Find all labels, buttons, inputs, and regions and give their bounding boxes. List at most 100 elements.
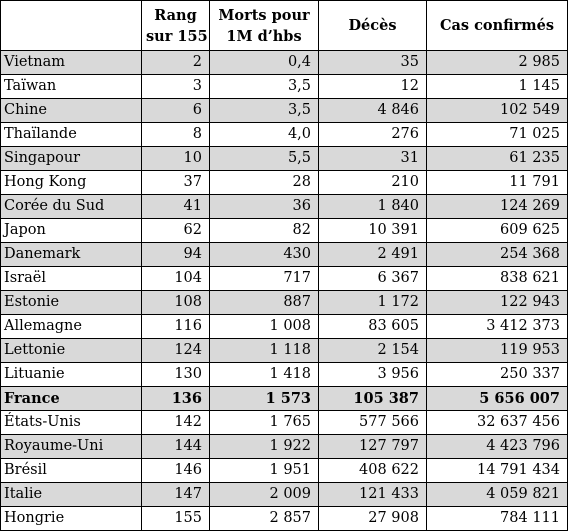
cell-deaths: 10 391 [318, 218, 427, 243]
cell-deaths-per-million: 3,5 [209, 98, 319, 123]
table-row: Lettonie 124 1 118 2 154 119 953 [0, 338, 568, 363]
cell-country: États-Unis [0, 410, 142, 435]
cell-rank: 116 [141, 314, 210, 339]
cell-rank: 142 [141, 410, 210, 435]
cell-country: Danemark [0, 242, 142, 267]
cell-cases: 3 412 373 [426, 314, 568, 339]
cell-country: Lituanie [0, 362, 142, 387]
cell-country: Japon [0, 218, 142, 243]
table-row: États-Unis 142 1 765 577 566 32 637 456 [0, 410, 568, 435]
table-row: Taïwan 3 3,5 12 1 145 [0, 74, 568, 99]
cell-cases: 838 621 [426, 266, 568, 291]
cell-deaths: 83 605 [318, 314, 427, 339]
cell-cases: 254 368 [426, 242, 568, 267]
cell-country: Vietnam [0, 50, 142, 75]
table-row: Thaïlande 8 4,0 276 71 025 [0, 122, 568, 147]
cell-rank: 146 [141, 458, 210, 483]
header-deaths-per-million-line1: Morts pour [218, 6, 310, 24]
cell-deaths: 105 387 [318, 386, 427, 411]
table-body: Vietnam 2 0,4 35 2 985 Taïwan 3 3,5 12 1 145 Chine… [0, 50, 568, 531]
cell-cases: 250 337 [426, 362, 568, 387]
table-row: Singapour 10 5,5 31 61 235 [0, 146, 568, 171]
table-row: Hong Kong 37 28 210 11 791 [0, 170, 568, 195]
header-cases: Cas confirmés [426, 0, 568, 51]
cell-country: Royaume-Uni [0, 434, 142, 459]
cell-cases: 5 656 007 [426, 386, 568, 411]
table-row: Allemagne 116 1 008 83 605 3 412 373 [0, 314, 568, 339]
table-row: Italie 147 2 009 121 433 4 059 821 [0, 482, 568, 507]
table-row: France 136 1 573 105 387 5 656 007 [0, 386, 568, 411]
table-row: Lituanie 130 1 418 3 956 250 337 [0, 362, 568, 387]
cell-cases: 14 791 434 [426, 458, 568, 483]
cell-deaths: 577 566 [318, 410, 427, 435]
header-country [0, 0, 142, 51]
cell-deaths: 12 [318, 74, 427, 99]
cell-deaths-per-million: 28 [209, 170, 319, 195]
table-row: Hongrie 155 2 857 27 908 784 111 [0, 506, 568, 531]
cell-deaths: 1 172 [318, 290, 427, 315]
cell-deaths-per-million: 1 118 [209, 338, 319, 363]
header-deaths: Décès [318, 0, 427, 51]
cell-rank: 147 [141, 482, 210, 507]
header-row: Rang sur 155 Morts pour 1M d’hbs Décès C… [0, 0, 568, 51]
cell-deaths: 210 [318, 170, 427, 195]
cell-country: Corée du Sud [0, 194, 142, 219]
header-rank-line1: Rang [154, 6, 197, 24]
cell-rank: 2 [141, 50, 210, 75]
cell-deaths-per-million: 3,5 [209, 74, 319, 99]
cell-cases: 122 943 [426, 290, 568, 315]
cell-country: Israël [0, 266, 142, 291]
cell-rank: 94 [141, 242, 210, 267]
table-header: Rang sur 155 Morts pour 1M d’hbs Décès C… [0, 0, 568, 51]
cell-country: France [0, 386, 142, 411]
table-row: Royaume-Uni 144 1 922 127 797 4 423 796 [0, 434, 568, 459]
cell-deaths-per-million: 1 008 [209, 314, 319, 339]
cell-deaths: 35 [318, 50, 427, 75]
cell-country: Lettonie [0, 338, 142, 363]
cell-deaths-per-million: 2 009 [209, 482, 319, 507]
cell-deaths: 1 840 [318, 194, 427, 219]
table-row: Danemark 94 430 2 491 254 368 [0, 242, 568, 267]
header-rank: Rang sur 155 [141, 0, 210, 51]
cell-rank: 41 [141, 194, 210, 219]
table-row: Japon 62 82 10 391 609 625 [0, 218, 568, 243]
cell-deaths: 2 154 [318, 338, 427, 363]
cell-deaths: 121 433 [318, 482, 427, 507]
cell-deaths-per-million: 82 [209, 218, 319, 243]
cell-deaths-per-million: 430 [209, 242, 319, 267]
cell-cases: 609 625 [426, 218, 568, 243]
table-row: Chine 6 3,5 4 846 102 549 [0, 98, 568, 123]
table-row: Israël 104 717 6 367 838 621 [0, 266, 568, 291]
cell-rank: 124 [141, 338, 210, 363]
cell-deaths: 127 797 [318, 434, 427, 459]
cell-rank: 8 [141, 122, 210, 147]
cell-country: Taïwan [0, 74, 142, 99]
cell-rank: 10 [141, 146, 210, 171]
cell-deaths: 3 956 [318, 362, 427, 387]
cell-deaths: 4 846 [318, 98, 427, 123]
cell-deaths-per-million: 1 765 [209, 410, 319, 435]
cell-rank: 130 [141, 362, 210, 387]
cell-deaths-per-million: 36 [209, 194, 319, 219]
table-row: Vietnam 2 0,4 35 2 985 [0, 50, 568, 75]
cell-deaths-per-million: 5,5 [209, 146, 319, 171]
table-row: Corée du Sud 41 36 1 840 124 269 [0, 194, 568, 219]
cell-country: Brésil [0, 458, 142, 483]
cell-rank: 6 [141, 98, 210, 123]
cell-rank: 144 [141, 434, 210, 459]
cell-country: Singapour [0, 146, 142, 171]
cell-cases: 124 269 [426, 194, 568, 219]
cell-deaths: 276 [318, 122, 427, 147]
cell-cases: 2 985 [426, 50, 568, 75]
cell-rank: 37 [141, 170, 210, 195]
table-row: Estonie 108 887 1 172 122 943 [0, 290, 568, 315]
cell-cases: 11 791 [426, 170, 568, 195]
cell-deaths-per-million: 4,0 [209, 122, 319, 147]
cell-deaths-per-million: 1 418 [209, 362, 319, 387]
cell-cases: 4 423 796 [426, 434, 568, 459]
cell-rank: 155 [141, 506, 210, 531]
cell-country: Hongrie [0, 506, 142, 531]
cell-country: Hong Kong [0, 170, 142, 195]
cell-rank: 136 [141, 386, 210, 411]
cell-deaths-per-million: 887 [209, 290, 319, 315]
